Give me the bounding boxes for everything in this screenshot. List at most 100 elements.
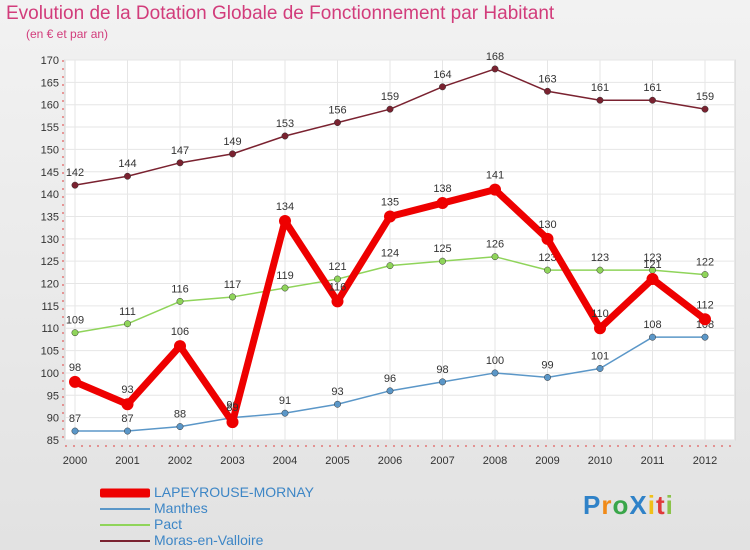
data-label-manthes: 88	[174, 409, 186, 421]
data-label-moras-en-valloire: 149	[223, 136, 241, 148]
data-label-moras-en-valloire: 163	[538, 73, 556, 85]
data-point-manthes	[649, 333, 656, 341]
y-tick-label: 140	[41, 189, 59, 201]
data-point-manthes	[439, 378, 446, 386]
data-point-moras-en-valloire	[649, 96, 656, 104]
data-label-moras-en-valloire: 168	[486, 51, 504, 63]
y-tick-label: 85	[47, 435, 59, 447]
data-point-moras-en-valloire	[596, 96, 604, 104]
data-point-lapeyrouse-mornay	[699, 313, 711, 326]
data-label-moras-en-valloire: 147	[171, 145, 189, 157]
logo-letter: P	[583, 490, 602, 520]
data-label-pact: 116	[171, 283, 189, 295]
plot-background	[64, 59, 736, 441]
data-point-moras-en-valloire	[544, 87, 551, 95]
data-label-manthes: 99	[541, 359, 553, 371]
data-label-lapeyrouse-mornay: 98	[69, 362, 81, 374]
data-label-pact: 123	[538, 252, 556, 264]
legend-swatch-moras-en-valloire	[100, 540, 150, 542]
y-tick-label: 165	[41, 77, 59, 89]
data-point-lapeyrouse-mornay	[594, 322, 606, 335]
legend-label-lapeyrouse-mornay: LAPEYROUSE-MORNAY	[154, 484, 314, 500]
data-label-pact: 121	[328, 261, 346, 273]
data-point-lapeyrouse-mornay	[436, 197, 449, 210]
data-point-pact	[71, 329, 79, 337]
data-label-moras-en-valloire: 164	[433, 69, 451, 81]
data-label-pact: 124	[381, 248, 399, 260]
data-point-lapeyrouse-mornay	[384, 210, 396, 223]
data-point-moras-en-valloire	[491, 65, 499, 73]
y-tick-label: 130	[41, 234, 59, 246]
y-tick-label: 120	[41, 279, 59, 291]
data-label-lapeyrouse-mornay: 141	[486, 170, 504, 182]
legend-swatch-pact	[100, 524, 150, 526]
legend-label-pact: Pact	[154, 516, 183, 532]
data-point-manthes	[596, 365, 604, 372]
data-label-lapeyrouse-mornay: 89	[226, 402, 238, 414]
data-label-moras-en-valloire: 144	[118, 158, 136, 170]
data-point-lapeyrouse-mornay	[541, 232, 554, 245]
data-label-manthes: 93	[331, 386, 343, 398]
data-label-moras-en-valloire: 159	[381, 91, 399, 103]
data-label-pact: 117	[224, 279, 242, 291]
y-tick-label: 125	[41, 256, 59, 268]
data-point-moras-en-valloire	[701, 105, 709, 113]
data-point-lapeyrouse-mornay	[226, 416, 239, 429]
x-tick-label: 2009	[535, 455, 559, 467]
legend-label-manthes: Manthes	[154, 500, 208, 516]
data-point-moras-en-valloire	[124, 172, 131, 180]
data-label-pact: 123	[591, 252, 609, 264]
y-tick-label: 145	[41, 167, 59, 179]
x-tick-label: 2001	[115, 455, 139, 467]
data-point-manthes	[701, 333, 709, 341]
data-point-lapeyrouse-mornay	[69, 375, 81, 388]
x-tick-label: 2003	[220, 455, 244, 467]
data-label-manthes: 100	[486, 355, 504, 367]
data-label-manthes: 108	[643, 319, 661, 331]
y-tick-label: 115	[41, 301, 59, 313]
y-tick-label: 160	[41, 100, 59, 112]
data-point-moras-en-valloire	[281, 132, 289, 140]
data-point-moras-en-valloire	[71, 181, 79, 189]
y-tick-label: 150	[41, 144, 59, 156]
data-point-manthes	[491, 369, 499, 377]
y-tick-label: 100	[41, 368, 59, 380]
data-label-moras-en-valloire: 153	[276, 118, 294, 130]
data-point-manthes	[124, 427, 131, 435]
data-point-pact	[701, 271, 709, 279]
x-tick-label: 2008	[483, 455, 507, 467]
data-label-lapeyrouse-mornay: 93	[121, 384, 133, 396]
x-tick-label: 2005	[325, 455, 349, 467]
data-label-pact: 109	[66, 315, 84, 327]
data-point-lapeyrouse-mornay	[331, 295, 344, 308]
data-point-pact	[596, 266, 604, 274]
data-label-lapeyrouse-mornay: 134	[276, 201, 294, 213]
x-tick-label: 2004	[273, 455, 297, 467]
chart-title: Evolution de la Dotation Globale de Fonc…	[6, 3, 555, 24]
y-tick-label: 135	[41, 211, 59, 223]
x-tick-label: 2011	[641, 455, 665, 467]
data-point-lapeyrouse-mornay	[121, 398, 134, 411]
legend-swatch-lapeyrouse-mornay	[100, 488, 150, 498]
data-point-lapeyrouse-mornay	[489, 183, 501, 196]
data-point-moras-en-valloire	[386, 105, 394, 113]
data-point-moras-en-valloire	[439, 83, 446, 91]
data-label-pact: 119	[276, 270, 294, 282]
y-tick-label: 170	[41, 55, 59, 67]
data-label-pact: 111	[119, 306, 136, 318]
data-label-pact: 122	[696, 257, 714, 269]
data-point-pact	[491, 253, 499, 261]
data-point-manthes	[176, 423, 184, 431]
data-label-manthes: 87	[121, 413, 133, 425]
data-label-pact: 126	[486, 239, 504, 251]
y-tick-label: 155	[41, 122, 59, 134]
logo-letter: t	[655, 490, 666, 520]
legend-swatch-manthes	[100, 508, 150, 510]
legend-label-moras-en-valloire: Moras-en-Valloire	[154, 532, 264, 548]
x-tick-label: 2012	[693, 455, 717, 467]
data-point-pact	[386, 262, 394, 270]
data-point-manthes	[544, 373, 551, 381]
data-label-moras-en-valloire: 161	[643, 82, 661, 94]
data-point-moras-en-valloire	[229, 150, 236, 158]
y-tick-label: 105	[41, 346, 59, 358]
